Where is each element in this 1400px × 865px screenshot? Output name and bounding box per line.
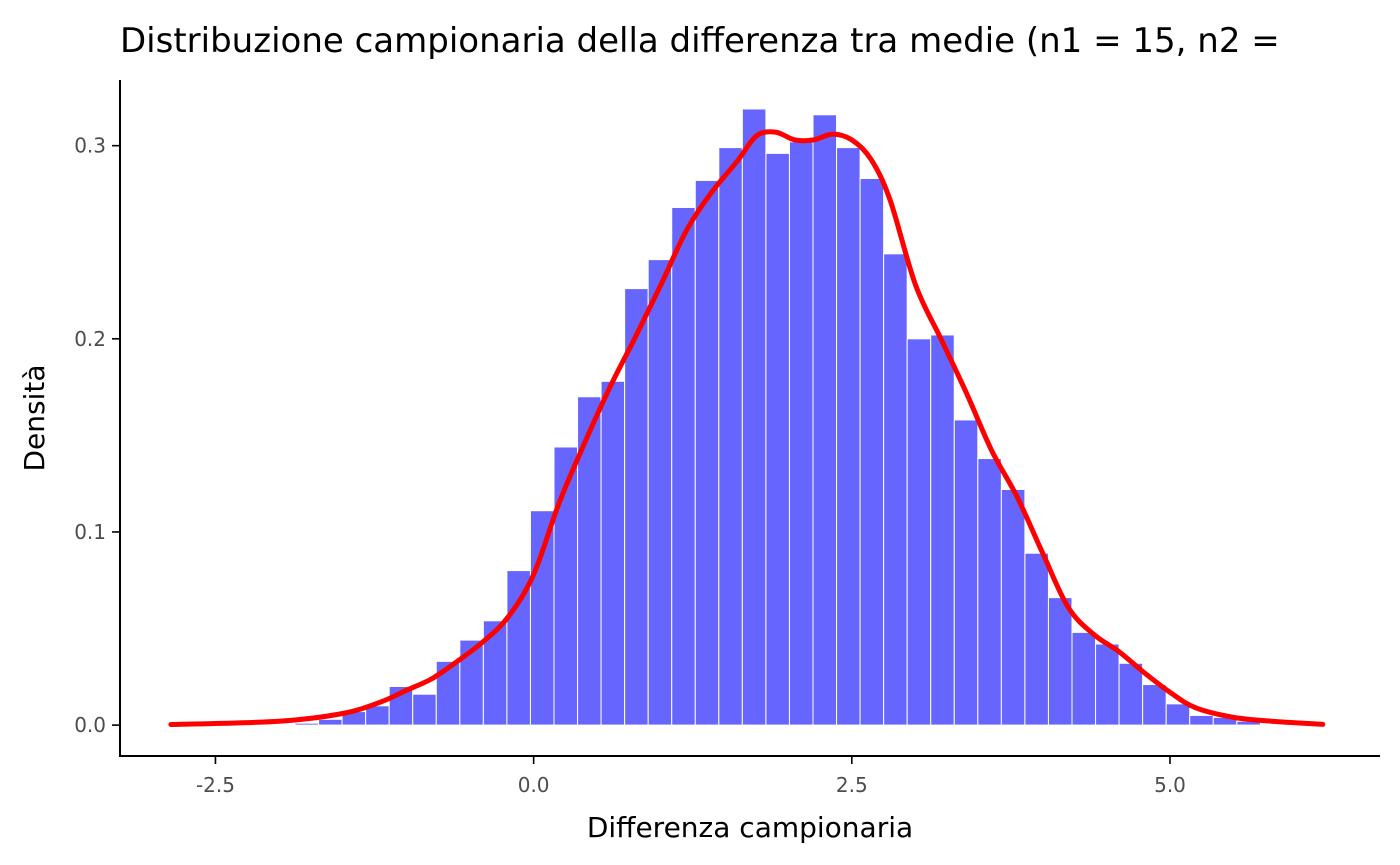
histogram-bar (1118, 662, 1144, 726)
histogram-bar (1071, 631, 1097, 726)
x-tick-label: 5.0 (1154, 773, 1186, 797)
histogram-bar (836, 147, 861, 726)
x-tick-label: 2.5 (836, 773, 868, 797)
y-axis-ticks: 0.0 0.1 0.2 0.3 (74, 134, 120, 737)
y-tick-label: 0.0 (74, 713, 106, 737)
histogram-bar (412, 693, 437, 726)
histogram-bar (1165, 703, 1191, 726)
y-axis-title: Densità (18, 364, 51, 471)
chart-title: Distribuzione campionaria della differen… (120, 21, 1280, 61)
histogram-bar (859, 178, 885, 726)
histogram-bar (1142, 684, 1167, 726)
histogram-bar (671, 206, 696, 726)
histogram-bar (506, 570, 531, 726)
histogram-bar (788, 141, 814, 726)
x-tick-label: 0.0 (518, 773, 550, 797)
x-tick-label: -2.5 (196, 773, 235, 797)
x-axis-ticks: -2.5 0.0 2.5 5.0 (196, 756, 1186, 797)
histogram-bar (647, 259, 673, 726)
histogram-bar (765, 152, 790, 726)
histogram-bars (294, 108, 1261, 726)
y-tick-label: 0.1 (74, 520, 106, 544)
histogram-bar (294, 722, 320, 726)
histogram-bar (1024, 552, 1049, 726)
histogram-bar (1000, 488, 1026, 726)
histogram-bar (741, 108, 767, 726)
histogram-bar (977, 458, 1002, 726)
x-axis-title: Differenza campionaria (587, 811, 913, 844)
histogram-bar (953, 419, 979, 726)
y-tick-label: 0.2 (74, 327, 106, 351)
histogram-bar (906, 338, 932, 726)
y-tick-label: 0.3 (74, 134, 106, 158)
density-curve (168, 129, 1326, 728)
histogram-bar (1095, 643, 1120, 726)
histogram-bar (930, 334, 955, 726)
histogram-bar (718, 147, 743, 726)
histogram-bar (600, 380, 626, 726)
histogram-bar (1047, 597, 1073, 726)
histogram-bar (529, 510, 555, 726)
histogram-bar (883, 253, 908, 726)
histogram-bar (812, 114, 838, 726)
histogram-bar (694, 179, 720, 726)
histogram-bar (1189, 714, 1214, 726)
histogram-bar (318, 718, 343, 726)
